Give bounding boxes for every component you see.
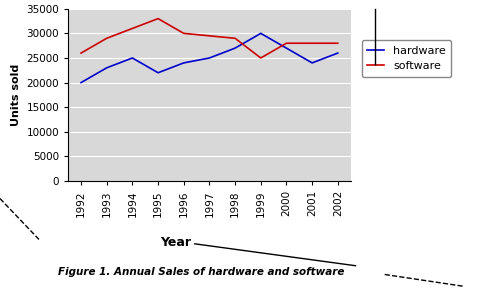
Y-axis label: Units sold: Units sold xyxy=(11,64,21,126)
hardware xyxy=(155,71,161,74)
software xyxy=(206,34,212,38)
hardware xyxy=(335,51,341,55)
software xyxy=(232,36,238,40)
software xyxy=(78,51,84,55)
hardware xyxy=(104,66,110,69)
software xyxy=(155,17,161,20)
software xyxy=(335,41,341,45)
hardware xyxy=(232,46,238,50)
Line: software: software xyxy=(81,19,338,58)
hardware xyxy=(206,56,212,60)
hardware xyxy=(258,32,263,35)
Text: Year: Year xyxy=(160,236,191,249)
hardware xyxy=(130,56,135,60)
hardware xyxy=(181,61,187,65)
software xyxy=(258,56,263,60)
software xyxy=(309,41,315,45)
hardware xyxy=(78,81,84,84)
software xyxy=(130,27,135,30)
software xyxy=(104,36,110,40)
software xyxy=(283,41,289,45)
hardware xyxy=(309,61,315,65)
Text: Figure 1. Annual Sales of hardware and software: Figure 1. Annual Sales of hardware and s… xyxy=(58,267,345,277)
hardware xyxy=(283,46,289,50)
Line: hardware: hardware xyxy=(81,33,338,83)
Legend: hardware, software: hardware, software xyxy=(362,40,451,77)
software xyxy=(181,32,187,35)
